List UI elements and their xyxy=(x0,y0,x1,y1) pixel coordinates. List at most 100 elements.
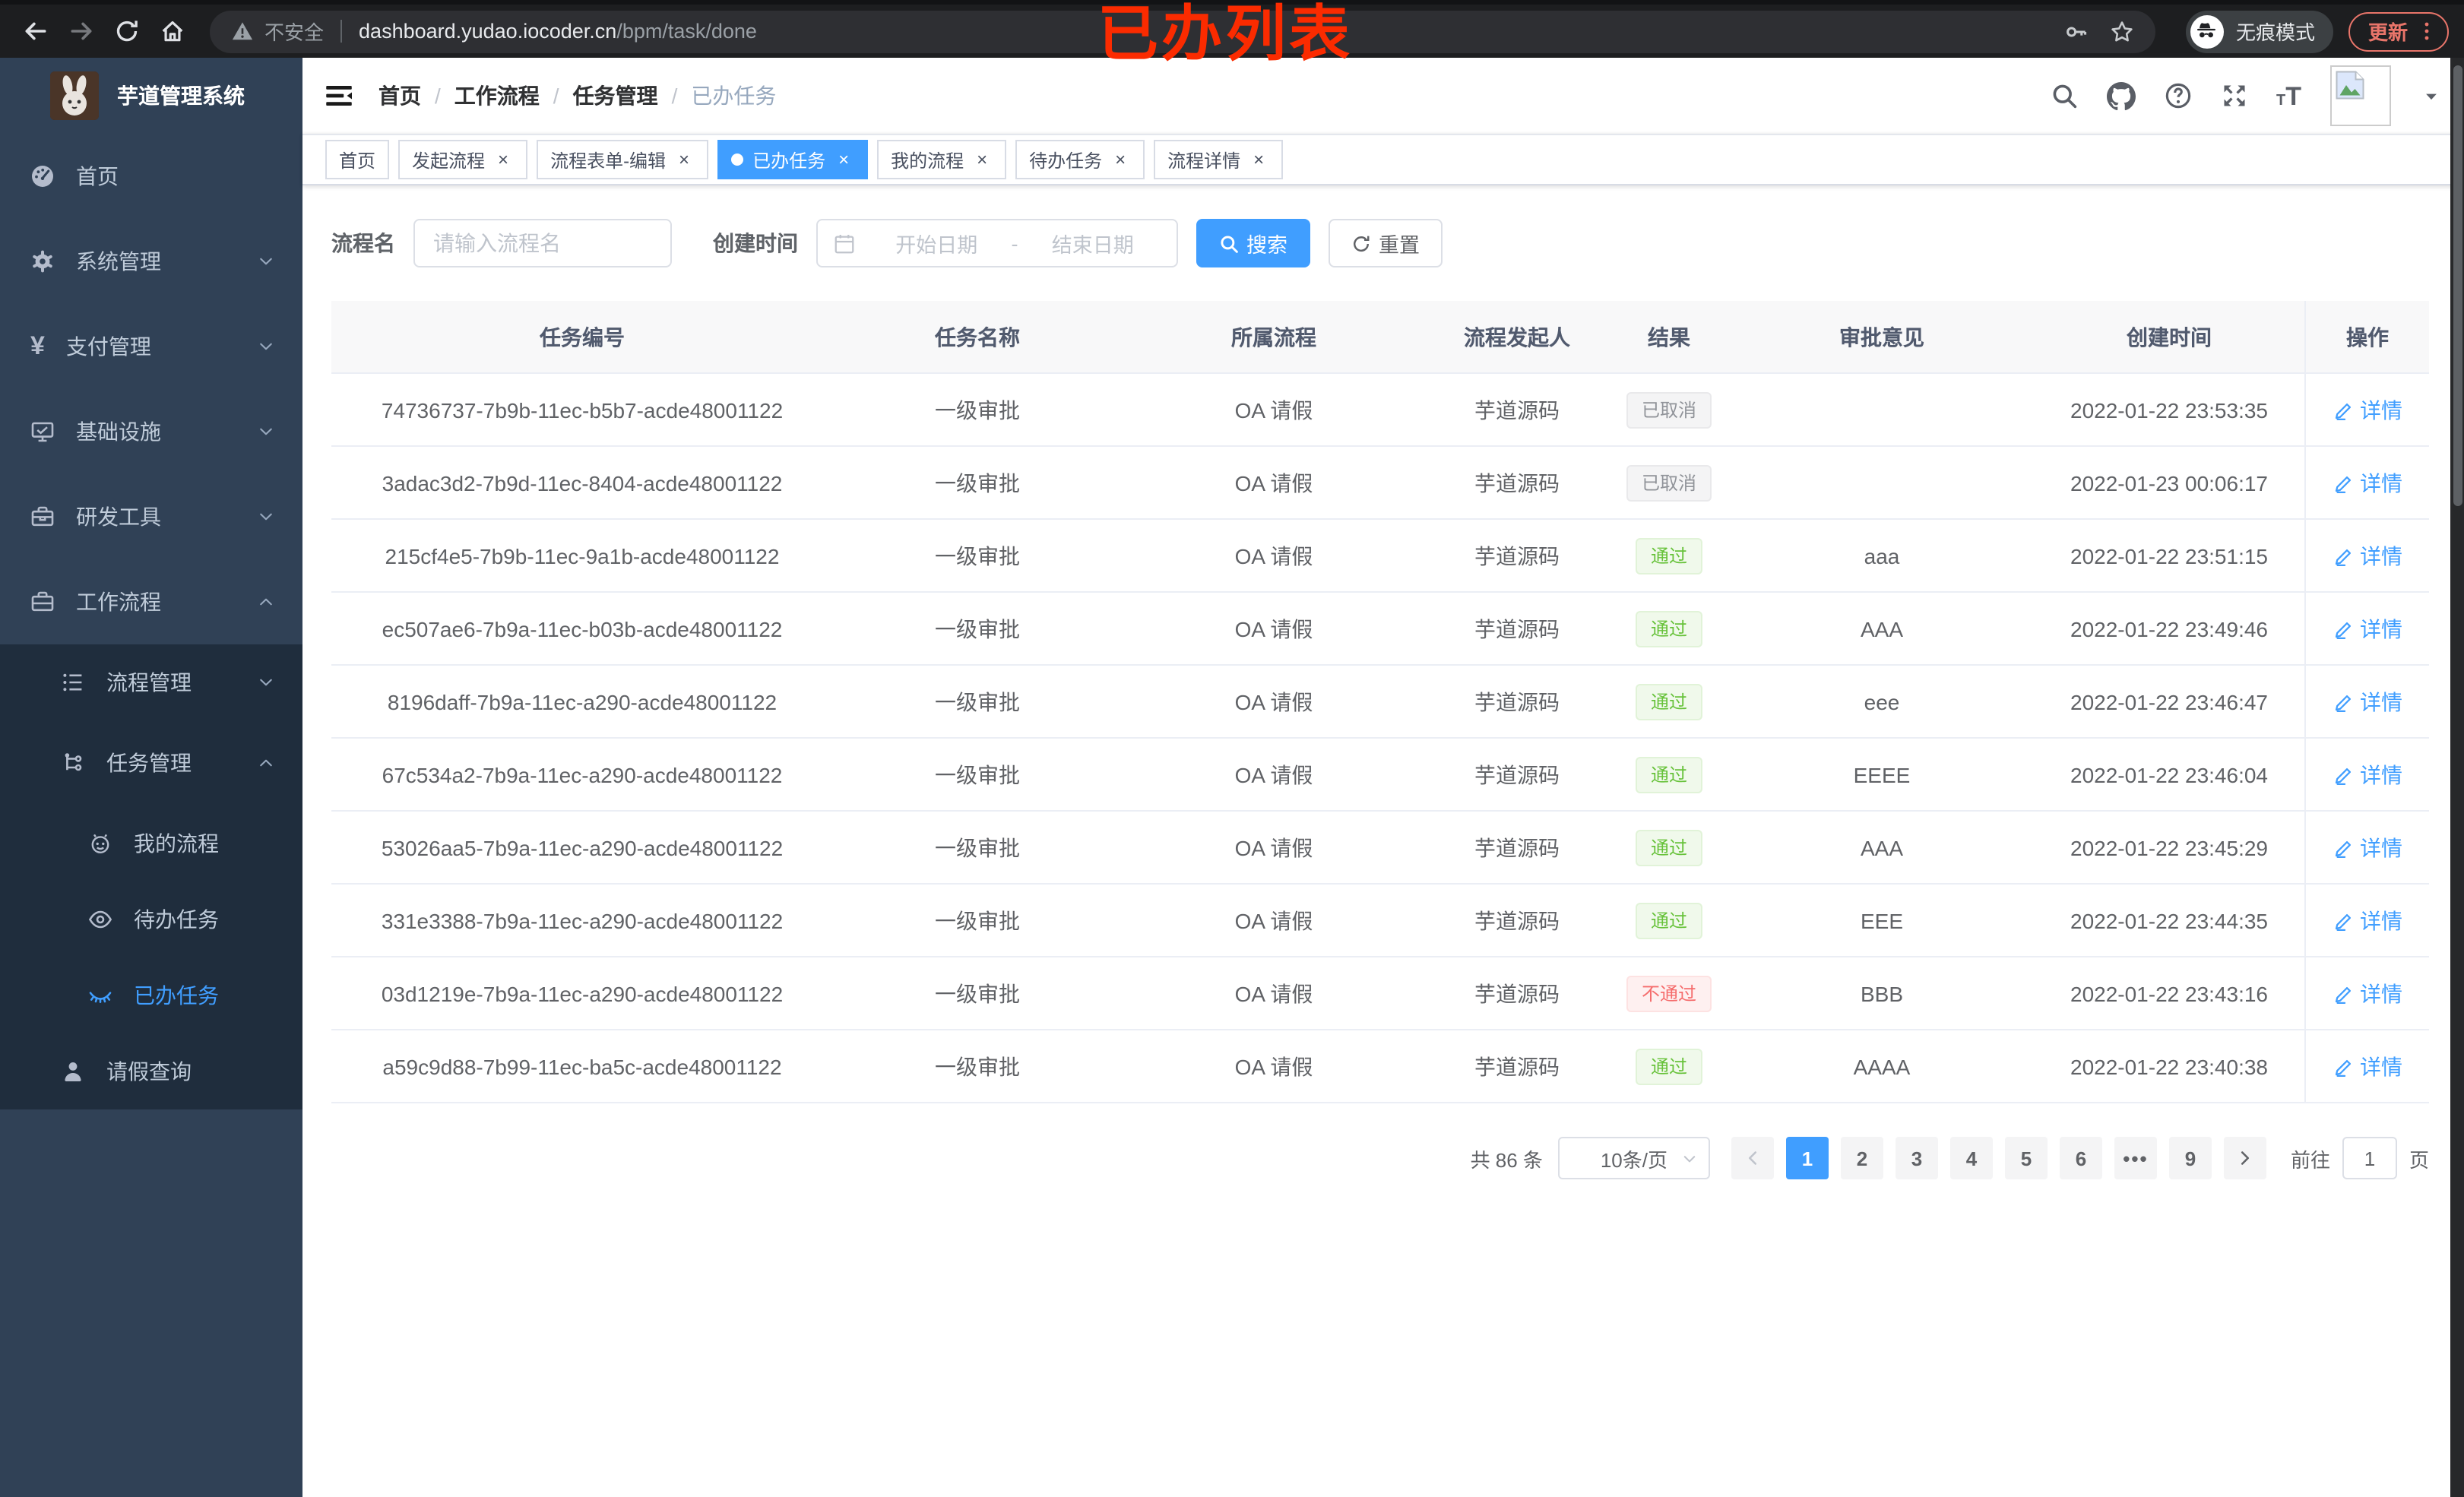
cell-created-time: 2022-01-22 23:46:47 xyxy=(2070,689,2268,714)
detail-link[interactable]: 详情 xyxy=(2333,1051,2402,1081)
sidebar-item-leave-query[interactable]: 请假查询 xyxy=(0,1033,302,1109)
hamburger-fold-icon[interactable] xyxy=(324,81,354,111)
page-button-6[interactable]: 6 xyxy=(2059,1137,2102,1179)
tab-my-process[interactable]: 我的流程 × xyxy=(877,140,1007,179)
prev-page-button[interactable] xyxy=(1731,1137,1774,1179)
page-size-select[interactable]: 10条/页 xyxy=(1557,1137,1710,1179)
page-button-5[interactable]: 5 xyxy=(2004,1137,2048,1179)
detail-link-label: 详情 xyxy=(2360,397,2402,422)
sidebar-item-task-mgmt[interactable]: 任务管理 xyxy=(0,720,302,805)
sidebar-item-workflow[interactable]: 工作流程 xyxy=(0,559,302,644)
start-date-placeholder[interactable]: 开始日期 xyxy=(895,234,978,257)
sidebar-item-infra[interactable]: 基础设施 xyxy=(0,389,302,474)
caret-down-icon[interactable] xyxy=(2423,87,2440,104)
detail-link[interactable]: 详情 xyxy=(2333,905,2402,935)
process-name-input[interactable] xyxy=(413,219,672,267)
breadcrumb-workflow[interactable]: 工作流程 xyxy=(454,84,540,108)
page-button-1[interactable]: 1 xyxy=(1785,1137,1829,1179)
security-label[interactable]: 不安全 xyxy=(264,21,325,44)
search-icon[interactable] xyxy=(2050,82,2077,109)
page-button-4[interactable]: 4 xyxy=(1949,1137,1993,1179)
goto-page-input[interactable] xyxy=(2342,1137,2397,1179)
page-scrollbar[interactable] xyxy=(2450,58,2464,1497)
sidebar-item-todo-tasks[interactable]: 待办任务 xyxy=(0,881,302,957)
detail-link-label: 详情 xyxy=(2360,1054,2402,1078)
home-icon[interactable] xyxy=(149,8,195,54)
tab-form-edit[interactable]: 流程表单-编辑 × xyxy=(537,140,709,179)
detail-link[interactable]: 详情 xyxy=(2333,978,2402,1008)
close-icon[interactable]: × xyxy=(1253,149,1265,170)
star-icon[interactable] xyxy=(2110,19,2134,43)
address-bar[interactable]: 不安全 dashboard.yudao.iocoder.cn /bpm/task… xyxy=(210,10,2155,52)
search-button[interactable]: 搜索 xyxy=(1196,219,1310,267)
close-icon[interactable]: × xyxy=(977,149,988,170)
sidebar-item-devtools[interactable]: 研发工具 xyxy=(0,474,302,559)
sidebar-item-system[interactable]: 系统管理 xyxy=(0,219,302,304)
close-icon[interactable]: × xyxy=(838,149,850,170)
date-range-picker[interactable]: 开始日期 - 结束日期 xyxy=(816,219,1178,267)
tab-home[interactable]: 首页 xyxy=(325,140,390,179)
edit-pencil-icon xyxy=(2333,837,2354,858)
update-button[interactable]: 更新 xyxy=(2348,11,2449,51)
close-icon[interactable]: × xyxy=(679,149,690,170)
reset-button[interactable]: 重置 xyxy=(1329,219,1443,267)
reload-icon[interactable] xyxy=(103,8,149,54)
question-icon[interactable] xyxy=(2164,82,2191,109)
tab-todo-tasks[interactable]: 待办任务 × xyxy=(1015,140,1145,179)
close-icon[interactable]: × xyxy=(498,149,509,170)
next-page-button[interactable] xyxy=(2223,1137,2266,1179)
sidebar-item-my-process[interactable]: 我的流程 xyxy=(0,805,302,881)
detail-link[interactable]: 详情 xyxy=(2333,686,2402,717)
detail-link[interactable]: 详情 xyxy=(2333,759,2402,790)
result-badge: 通过 xyxy=(1635,902,1702,938)
update-label[interactable]: 更新 xyxy=(2367,21,2408,44)
sidebar-menu: 首页 系统管理 ¥ 支付管理 基础设施 研发工具 工作流程 流程管理 任务管理 我的流程 待办任务已… xyxy=(0,134,302,1109)
key-icon[interactable] xyxy=(2064,19,2089,43)
detail-link-label: 详情 xyxy=(2360,835,2402,859)
page-button-3[interactable]: 3 xyxy=(1895,1137,1938,1179)
table-body: 74736737-7b9b-11ec-b5b7-acde48001122 一级审批… xyxy=(331,374,2429,1103)
user-icon xyxy=(61,1059,85,1084)
detail-link[interactable]: 详情 xyxy=(2333,467,2402,498)
url-path[interactable]: /bpm/task/done xyxy=(616,20,757,43)
page-button-9[interactable]: 9 xyxy=(2168,1137,2212,1179)
cell-opinion: EEE xyxy=(1860,908,1903,932)
page-ellipsis[interactable]: ••• xyxy=(2114,1137,2157,1179)
edit-pencil-icon xyxy=(2333,472,2354,493)
url-host[interactable]: dashboard.yudao.iocoder.cn xyxy=(359,20,617,43)
detail-link[interactable]: 详情 xyxy=(2333,832,2402,862)
sidebar-logo-row[interactable]: 芋道管理系统 xyxy=(0,58,302,134)
sidebar-item-payment[interactable]: ¥ 支付管理 xyxy=(0,304,302,389)
tab-done-tasks[interactable]: 已办任务 × xyxy=(717,140,869,179)
sidebar-item-process-mgmt[interactable]: 流程管理 xyxy=(0,644,302,720)
toolbox-icon xyxy=(30,505,55,529)
detail-link[interactable]: 详情 xyxy=(2333,540,2402,571)
result-badge: 通过 xyxy=(1635,610,1702,647)
detail-link[interactable]: 详情 xyxy=(2333,394,2402,425)
close-icon[interactable]: × xyxy=(1115,149,1126,170)
scrollbar-thumb[interactable] xyxy=(2453,65,2462,506)
detail-link[interactable]: 详情 xyxy=(2333,613,2402,644)
cell-starter: 芋道源码 xyxy=(1474,908,1560,932)
more-vertical-icon[interactable] xyxy=(2415,20,2438,43)
cell-result: 通过 xyxy=(1608,739,1730,810)
table-row: ec507ae6-7b9a-11ec-b03b-acde48001122 一级审批… xyxy=(331,593,2429,666)
page-button-2[interactable]: 2 xyxy=(1840,1137,1883,1179)
tab-process-detail[interactable]: 流程详情 × xyxy=(1154,140,1284,179)
tab-label: 流程详情 xyxy=(1167,150,1241,171)
app-title: 芋道管理系统 xyxy=(117,84,245,108)
sidebar-item-done-tasks[interactable]: 已办任务 xyxy=(0,957,302,1033)
github-icon[interactable] xyxy=(2106,81,2135,110)
avatar[interactable] xyxy=(2330,65,2391,126)
tab-start-process[interactable]: 发起流程 × xyxy=(398,140,528,179)
breadcrumb-task-mgmt[interactable]: 任务管理 xyxy=(572,84,658,108)
end-date-placeholder[interactable]: 结束日期 xyxy=(1051,234,1134,257)
fullscreen-icon[interactable] xyxy=(2220,82,2247,109)
breadcrumb-home[interactable]: 首页 xyxy=(378,84,421,108)
forward-icon[interactable] xyxy=(58,8,103,54)
cell-process: OA 请假 xyxy=(1234,397,1313,422)
cell-process: OA 请假 xyxy=(1234,616,1313,641)
back-icon[interactable] xyxy=(12,8,58,54)
sidebar-item-home[interactable]: 首页 xyxy=(0,134,302,219)
